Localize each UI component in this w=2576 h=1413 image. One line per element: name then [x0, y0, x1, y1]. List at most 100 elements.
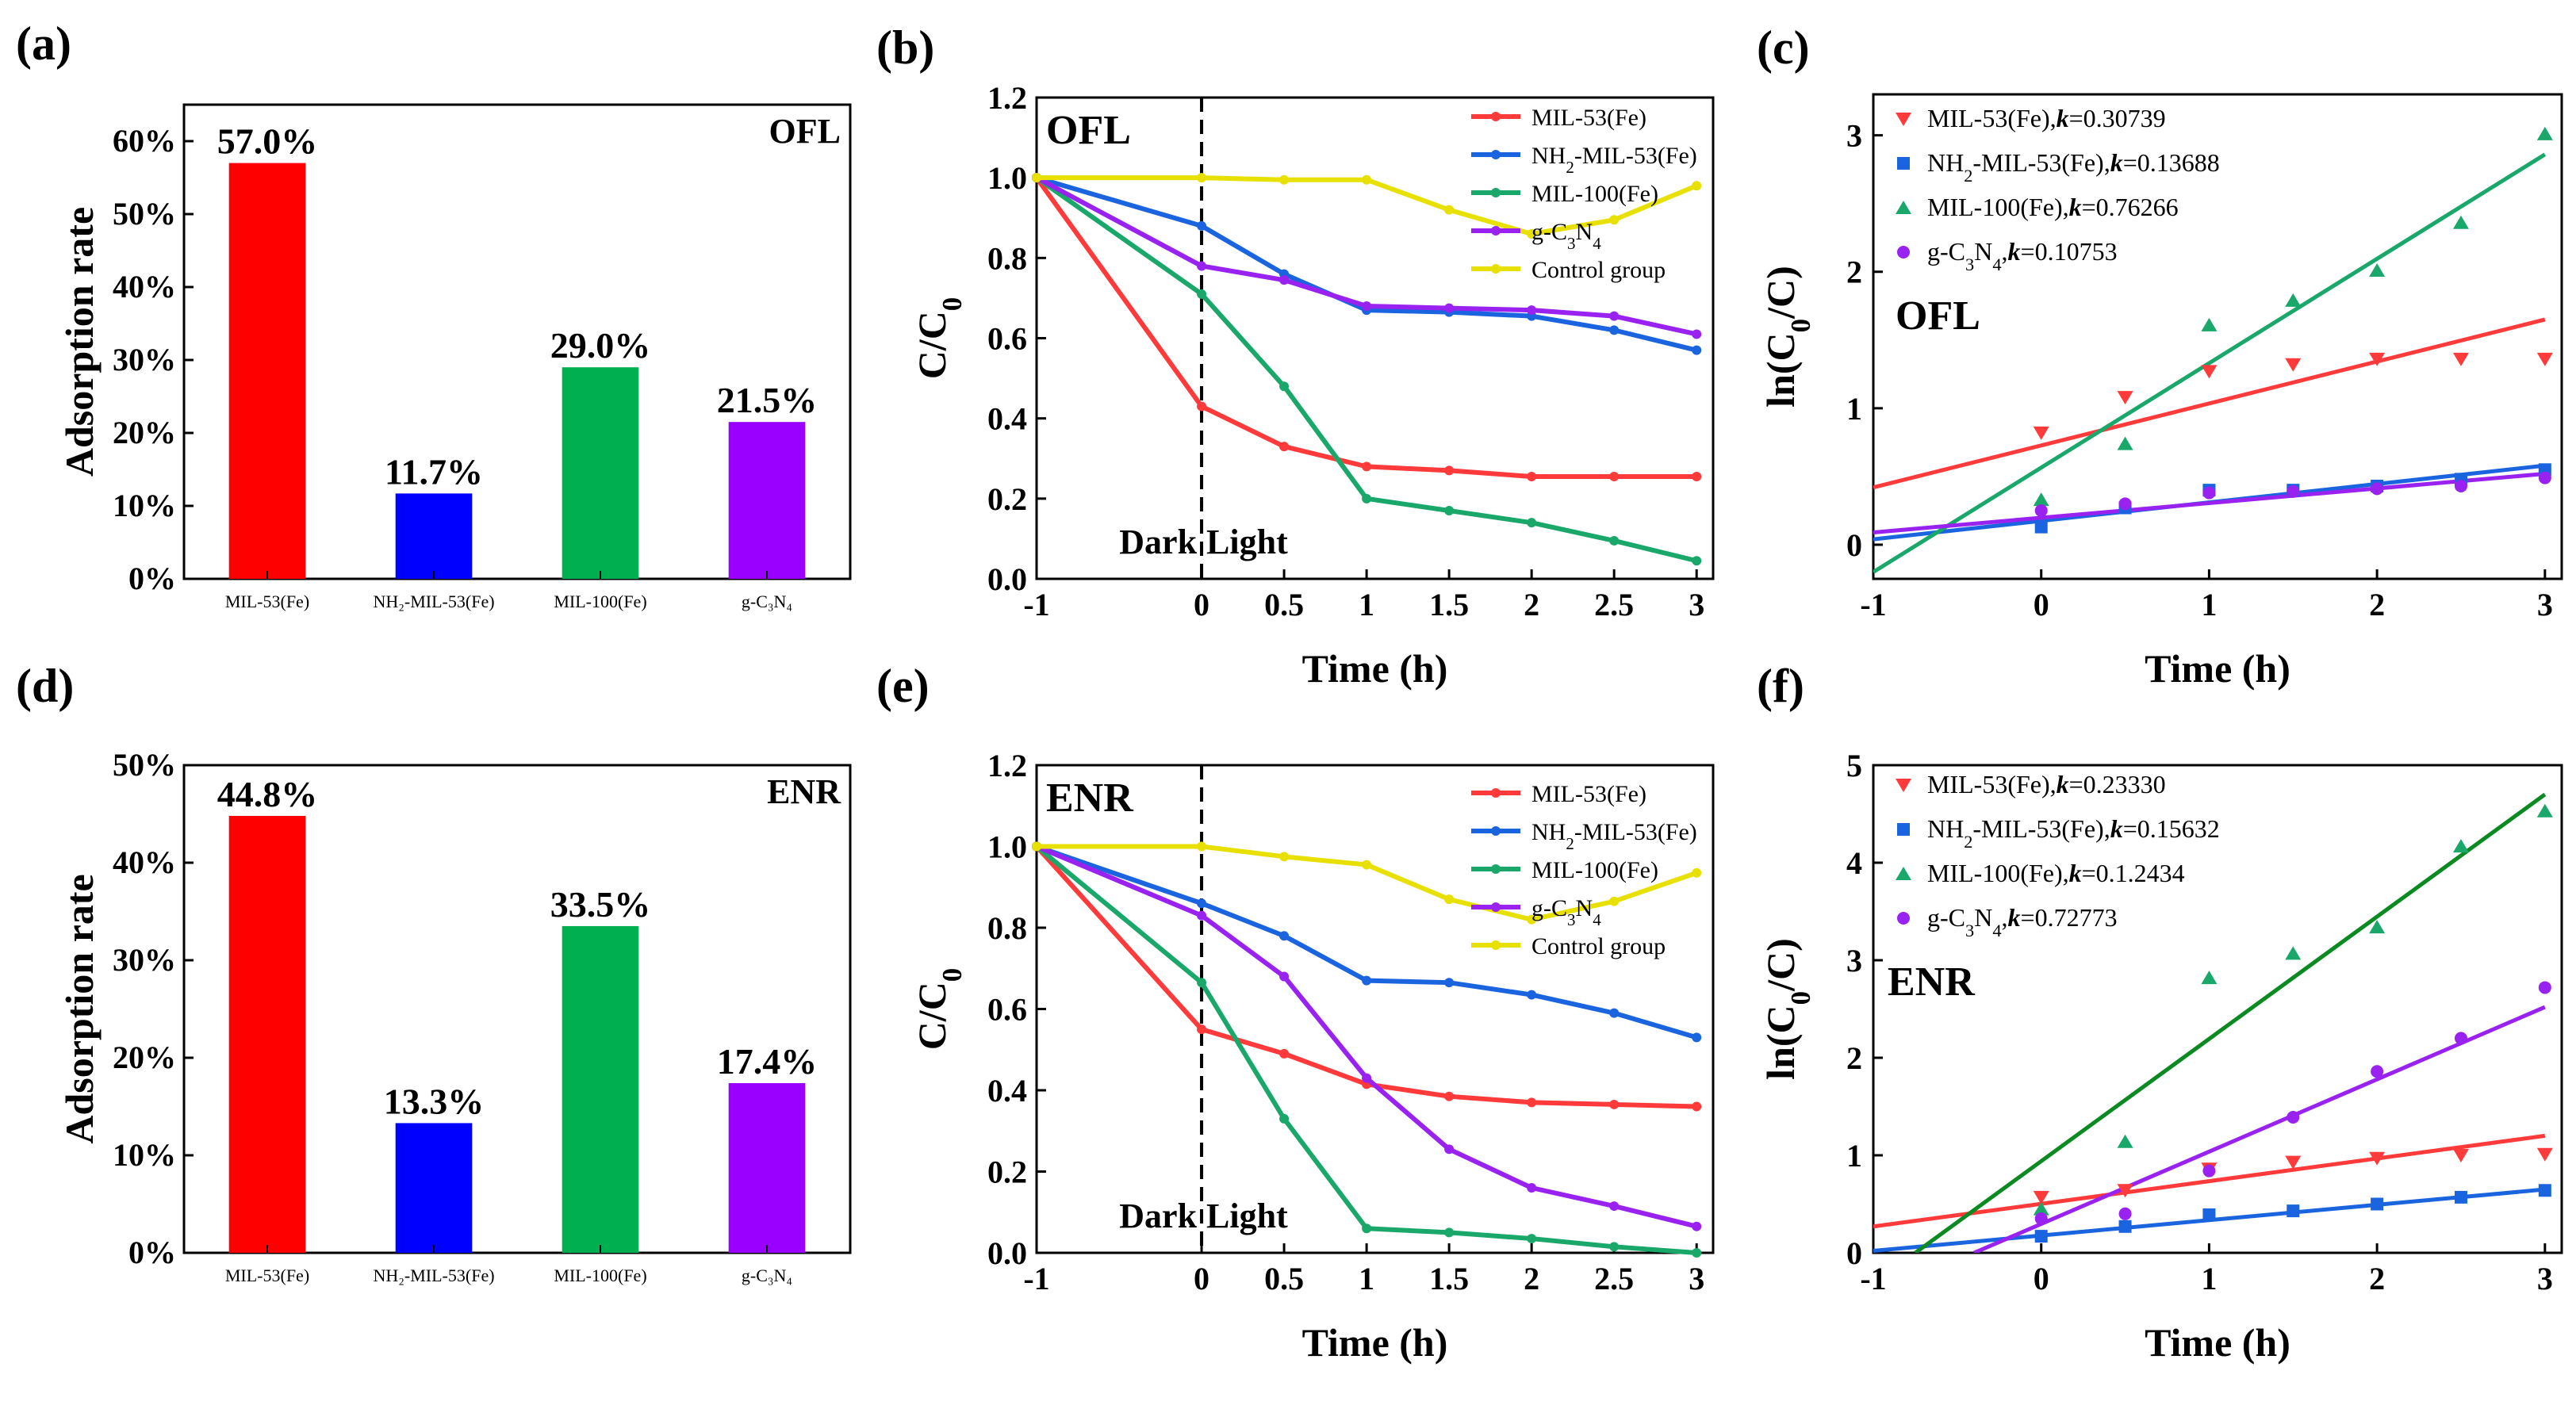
data-point [1609, 1242, 1620, 1252]
data-point [1444, 894, 1455, 905]
y-tick-label: 0.6 [987, 321, 1027, 357]
data-point [1527, 1097, 1537, 1108]
bar [228, 815, 306, 1253]
y-tick-label: 0.2 [987, 1155, 1027, 1190]
data-point [2201, 971, 2218, 985]
y-tick-label: 50% [113, 196, 176, 232]
dark-label: Dark [1119, 1197, 1197, 1235]
y-axis-title-part: 0 [1785, 991, 1816, 1005]
data-point [2369, 920, 2386, 934]
legend-label-part: 2 [1566, 158, 1574, 177]
data-point [1279, 1113, 1290, 1124]
data-point [2538, 1184, 2551, 1197]
legend-label-part: g- [1927, 237, 1949, 266]
legend-label-part: N [1576, 219, 1593, 245]
legend-label-part: MIL-100(Fe), [1927, 193, 2069, 221]
dark-label: Dark [1119, 523, 1197, 561]
fit-line [1873, 317, 2546, 490]
legend-label-part: , [2002, 237, 2008, 266]
y-axis-title-part: ln(C [1758, 1005, 1803, 1079]
data-point [2034, 504, 2048, 517]
data-point [2369, 352, 2386, 366]
panel-label: (b) [876, 21, 934, 74]
x-tick-label: 1.5 [1429, 587, 1469, 622]
plot-frame [1872, 93, 2563, 580]
legend-label-part: C [1949, 237, 1965, 266]
legend-label-part: Control group [1531, 257, 1666, 283]
bar-value-label: 33.5% [550, 884, 651, 925]
legend-label-part: =0.15632 [2123, 814, 2220, 843]
y-tick-label: 10% [113, 1137, 176, 1173]
legend-label-part: MIL-53(Fe), [1927, 770, 2057, 798]
x-axis-title: Time (h) [1302, 646, 1448, 691]
data-point [2452, 1149, 2469, 1162]
data-point [1362, 860, 1372, 870]
x-tick-label: 0 [2034, 1261, 2049, 1296]
data-point [2202, 1208, 2216, 1222]
y-tick-label: 2 [1846, 255, 1862, 290]
x-tick-label: NH₂-MIL-53(Fe) [373, 592, 494, 611]
data-point [1362, 461, 1372, 472]
legend-label-part: k [2110, 148, 2123, 177]
legend-label-part: =0.10753 [2021, 237, 2118, 266]
data-point [1609, 472, 1620, 482]
legend-label-part: C [1949, 903, 1965, 932]
data-point [1692, 1221, 1702, 1231]
data-point [1197, 978, 1207, 988]
data-point [1692, 556, 1702, 566]
y-tick-label: 40% [113, 269, 176, 304]
legend-label-part: , [2002, 903, 2008, 932]
y-axis-title: ln(C0/C) [1758, 938, 1816, 1080]
data-point [2536, 803, 2553, 818]
y-tick-label: 1.2 [987, 80, 1027, 116]
x-tick-label: -1 [1023, 587, 1049, 622]
y-tick-label: 0% [128, 561, 176, 596]
dataset-label: OFL [769, 112, 841, 151]
data-point [2285, 946, 2302, 960]
data-point [1444, 506, 1455, 516]
legend-label-part: 4 [1593, 910, 1601, 929]
data-point [2371, 1065, 2384, 1078]
legend-marker [1491, 788, 1501, 798]
light-label: Light [1206, 1197, 1288, 1235]
bar-value-label: 11.7% [385, 451, 483, 492]
y-tick-label: 1 [1846, 391, 1862, 427]
data-point [2536, 126, 2553, 140]
data-point [2118, 1207, 2132, 1220]
y-axis-title: C/C0 [910, 297, 968, 380]
data-point [1527, 1234, 1537, 1244]
legend-label-part: N [1974, 237, 1992, 266]
data-point [2117, 436, 2133, 450]
legend-label-part: 2 [1964, 832, 1972, 852]
legend-label-part: N [1576, 895, 1593, 921]
y-tick-label: 1.2 [987, 748, 1027, 783]
legend-label-part: 2 [1964, 166, 1972, 186]
legend-label-part: g- [1531, 895, 1551, 921]
fit-line [1914, 792, 2547, 1253]
x-tick-label: MIL-53(Fe) [225, 1266, 309, 1285]
data-point [1609, 311, 1620, 321]
data-point [2369, 1151, 2386, 1166]
legend-label-part: Control group [1531, 933, 1666, 959]
data-point [1362, 493, 1372, 504]
data-point [1197, 289, 1207, 299]
data-point [1444, 978, 1455, 988]
plot-frame [1872, 764, 2563, 1254]
y-tick-label: 20% [113, 1040, 176, 1075]
legend-label: NH2-MIL-53(Fe) [1531, 819, 1697, 853]
data-point [1609, 325, 1620, 335]
y-axis-title-part: 0 [1785, 319, 1816, 333]
legend-label-part: 2 [1566, 834, 1574, 853]
legend-label-part: 4 [1593, 234, 1601, 253]
data-point [1897, 246, 1910, 258]
legend-marker [1491, 826, 1501, 836]
y-tick-label: 1.0 [987, 829, 1027, 865]
data-point [2285, 358, 2302, 372]
legend-marker [1491, 150, 1501, 159]
data-point [2033, 1201, 2049, 1216]
legend-label-part: -MIL-53(Fe) [1574, 143, 1697, 169]
y-tick-label: 0 [1846, 1235, 1862, 1271]
data-point [1896, 779, 1911, 792]
legend-label-part: =0.72773 [2021, 903, 2118, 932]
